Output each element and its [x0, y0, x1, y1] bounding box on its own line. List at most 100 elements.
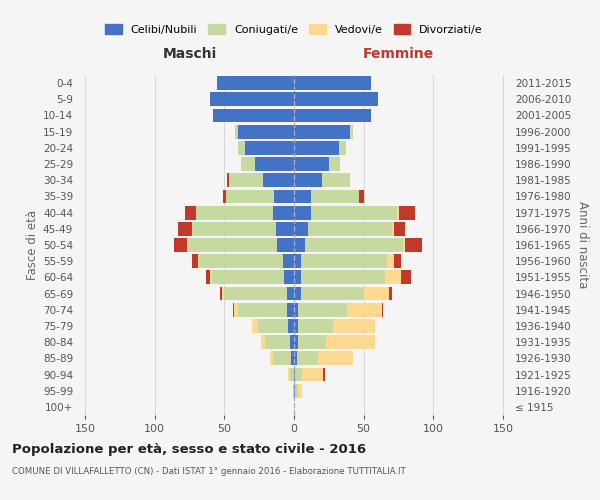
Bar [294, 190, 311, 203]
Bar [294, 238, 305, 252]
Bar [213, 108, 294, 122]
Bar [223, 190, 226, 203]
Bar [297, 352, 317, 365]
Bar [401, 270, 411, 284]
Bar [308, 222, 392, 235]
Bar [224, 286, 287, 300]
Bar [397, 206, 398, 220]
Bar [406, 238, 422, 252]
Bar [294, 92, 377, 106]
Bar [217, 76, 294, 90]
Bar [192, 254, 198, 268]
Bar [289, 319, 294, 333]
Bar [192, 222, 276, 235]
Text: Popolazione per età, sesso e stato civile - 2016: Popolazione per età, sesso e stato civil… [12, 442, 366, 456]
Bar [294, 141, 338, 154]
Bar [317, 352, 353, 365]
Bar [238, 303, 287, 316]
Bar [273, 206, 294, 220]
Bar [295, 368, 302, 382]
Bar [294, 222, 308, 235]
Bar [220, 286, 221, 300]
Bar [212, 270, 284, 284]
Bar [234, 303, 238, 316]
Bar [302, 368, 323, 382]
Bar [298, 336, 326, 349]
Bar [294, 76, 371, 90]
Bar [289, 368, 290, 382]
Bar [294, 286, 301, 300]
Bar [394, 222, 406, 235]
Bar [211, 270, 212, 284]
Bar [294, 108, 371, 122]
Bar [235, 125, 238, 138]
Bar [311, 190, 359, 203]
Bar [329, 157, 340, 171]
Bar [274, 190, 294, 203]
Bar [187, 238, 277, 252]
Bar [290, 368, 294, 382]
Bar [294, 206, 311, 220]
Bar [301, 270, 385, 284]
Bar [293, 384, 294, 398]
Bar [174, 238, 187, 252]
Bar [206, 270, 211, 284]
Y-axis label: Fasce di età: Fasce di età [26, 210, 39, 280]
Bar [252, 319, 258, 333]
Bar [322, 174, 350, 187]
Bar [211, 92, 294, 106]
Bar [185, 206, 196, 220]
Bar [273, 352, 291, 365]
Bar [290, 336, 294, 349]
Bar [301, 286, 364, 300]
Bar [276, 222, 294, 235]
Bar [226, 190, 274, 203]
Bar [260, 336, 265, 349]
Bar [294, 157, 329, 171]
Bar [295, 384, 298, 398]
Bar [311, 206, 397, 220]
Text: Maschi: Maschi [163, 48, 217, 62]
Bar [392, 222, 394, 235]
Bar [347, 303, 382, 316]
Bar [294, 270, 301, 284]
Bar [277, 238, 294, 252]
Bar [398, 206, 415, 220]
Bar [364, 286, 389, 300]
Bar [221, 286, 224, 300]
Bar [238, 125, 294, 138]
Bar [294, 125, 350, 138]
Bar [298, 384, 302, 398]
Bar [301, 254, 388, 268]
Bar [294, 336, 298, 349]
Bar [338, 141, 346, 154]
Bar [403, 238, 406, 252]
Text: Femmine: Femmine [363, 48, 434, 62]
Y-axis label: Anni di nascita: Anni di nascita [576, 202, 589, 288]
Bar [199, 254, 283, 268]
Bar [287, 286, 294, 300]
Bar [333, 319, 375, 333]
Bar [265, 336, 290, 349]
Bar [241, 157, 255, 171]
Bar [294, 352, 297, 365]
Bar [294, 174, 322, 187]
Bar [389, 286, 392, 300]
Bar [196, 206, 273, 220]
Bar [291, 352, 294, 365]
Bar [298, 319, 333, 333]
Bar [258, 319, 289, 333]
Bar [326, 336, 375, 349]
Bar [294, 303, 298, 316]
Bar [294, 368, 295, 382]
Bar [388, 254, 394, 268]
Bar [287, 303, 294, 316]
Bar [229, 174, 263, 187]
Bar [305, 238, 403, 252]
Bar [284, 270, 294, 284]
Bar [359, 190, 364, 203]
Bar [294, 319, 298, 333]
Bar [298, 303, 347, 316]
Legend: Celibi/Nubili, Coniugati/e, Vedovi/e, Divorziati/e: Celibi/Nubili, Coniugati/e, Vedovi/e, Di… [101, 20, 487, 39]
Bar [385, 270, 401, 284]
